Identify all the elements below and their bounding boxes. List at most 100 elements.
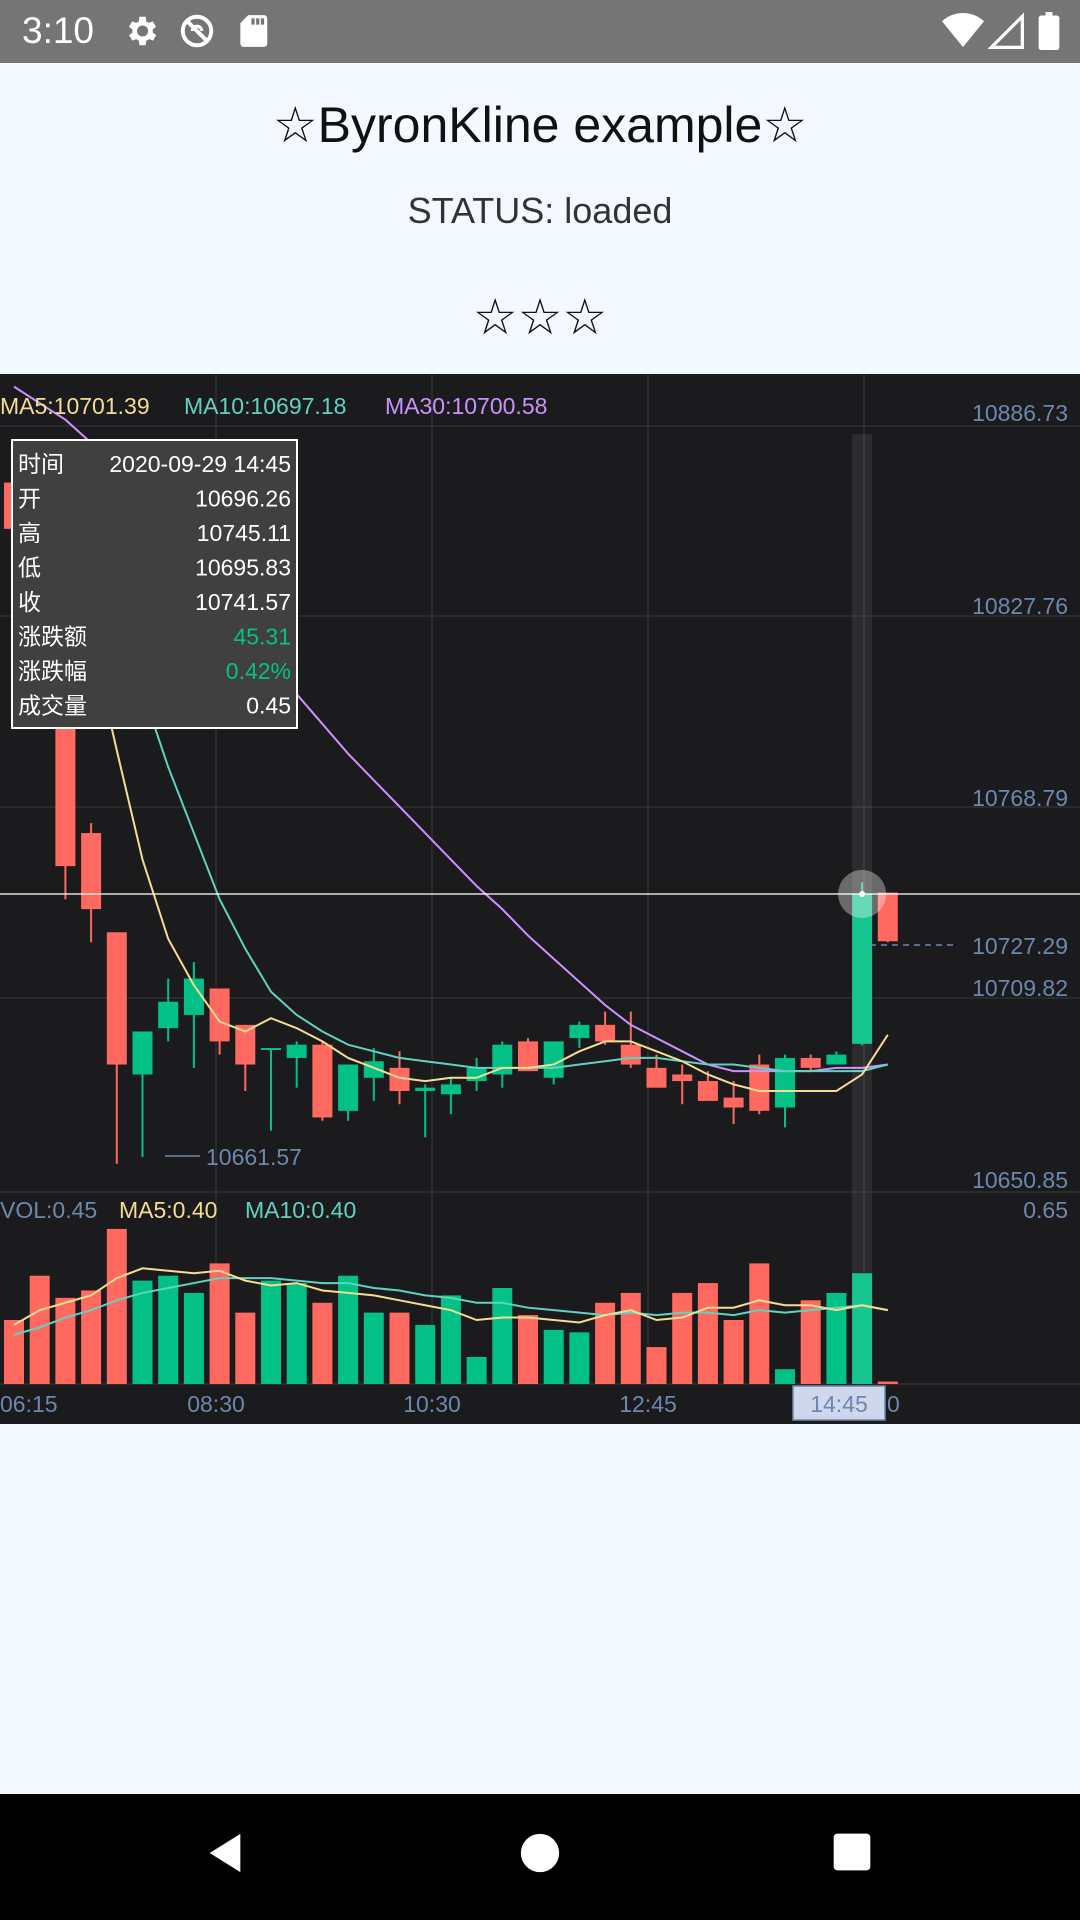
volume-bar <box>338 1275 359 1384</box>
ma5-label: MA5:10701.39 <box>0 393 150 419</box>
popup-row-label: 涨跌额 <box>18 625 87 651</box>
volume-bar <box>106 1228 127 1384</box>
candle-body <box>569 1024 590 1039</box>
popup-box <box>11 439 298 729</box>
popup-row-value: 2020-09-29 14:45 <box>109 451 291 477</box>
candle-body <box>800 1057 821 1068</box>
navigation-bar <box>0 1794 1080 1920</box>
x-axis-label: 06:15 <box>0 1391 58 1417</box>
candle-body <box>312 1044 333 1118</box>
kline-chart[interactable]: MA5:10701.39 MA10:10697.18 MA30:10700.58… <box>0 374 1080 1424</box>
candle-body <box>697 1081 718 1101</box>
signal-icon <box>988 12 1024 49</box>
x-axis-label: 12:45 <box>619 1391 677 1417</box>
volume-bar <box>312 1302 333 1384</box>
y-axis-label: 10827.76 <box>972 593 1068 619</box>
candle-body <box>106 932 127 1065</box>
candle-body <box>338 1064 359 1111</box>
volume-bar <box>415 1324 436 1384</box>
vol-ma5-line <box>13 1267 888 1326</box>
volume-bar <box>723 1320 744 1384</box>
volume-bar <box>543 1329 564 1384</box>
popup-row-label: 高 <box>18 521 41 547</box>
detail-popup: 时间 2020-09-29 14:45 开 10696.26 高 10745.11 低 106… <box>11 439 298 729</box>
volume-bar <box>672 1292 693 1384</box>
stars-button[interactable]: ☆☆☆ <box>472 289 608 345</box>
candle-body <box>672 1074 693 1082</box>
candle-body <box>415 1087 436 1091</box>
candle-body <box>646 1067 667 1088</box>
x-axis-label-partial: 0 <box>887 1391 900 1417</box>
volume-bar <box>826 1292 847 1384</box>
volume-bar <box>209 1263 230 1384</box>
candle-body <box>158 1001 179 1029</box>
candle-body <box>389 1067 410 1091</box>
x-axis-label: 10:30 <box>403 1391 461 1417</box>
volume-bar <box>158 1275 179 1384</box>
volume-bar <box>29 1275 50 1384</box>
popup-row-value: 10745.11 <box>197 520 291 546</box>
y-axis-label: 10650.85 <box>972 1167 1068 1193</box>
volume-bar <box>4 1320 24 1384</box>
back-icon[interactable] <box>202 1830 248 1876</box>
popup-row-value: 0.45 <box>246 693 291 719</box>
no-sync-icon <box>180 14 214 48</box>
volume-bar <box>286 1283 307 1384</box>
volume-bar <box>646 1347 667 1384</box>
volume-bar <box>235 1312 256 1384</box>
candle-body <box>852 894 873 1044</box>
candle-body <box>286 1044 307 1058</box>
y-axis-label: 10768.79 <box>972 785 1068 811</box>
popup-row-value: 10696.26 <box>195 486 291 512</box>
candle-body <box>518 1041 538 1072</box>
candle-body <box>877 892 898 942</box>
status-text: STATUS: loaded <box>407 190 673 231</box>
candle-body <box>183 978 204 1015</box>
popup-row-value: 10741.57 <box>195 589 291 615</box>
candle-body <box>620 1044 641 1065</box>
status-time: 3:10 <box>22 10 95 51</box>
crosshair-dot <box>859 891 866 898</box>
volume-bar <box>440 1295 461 1384</box>
y-axis-label: 10709.82 <box>972 975 1068 1001</box>
candle-body <box>723 1097 744 1108</box>
popup-row-value: 10695.83 <box>195 555 291 581</box>
kline-chart-canvas[interactable]: MA5:10701.39 MA10:10697.18 MA30:10700.58… <box>0 374 1080 1424</box>
recents-icon[interactable] <box>830 1830 874 1874</box>
volume-bar <box>261 1280 281 1384</box>
volume-bar <box>81 1290 102 1384</box>
volume-bar <box>389 1312 410 1384</box>
volume-bar <box>518 1315 538 1384</box>
popup-row-label: 低 <box>18 556 41 582</box>
wifi-icon <box>942 12 984 48</box>
volume-bar <box>55 1297 76 1384</box>
status-bar: 3:10 <box>0 0 1080 63</box>
popup-row-label: 成交量 <box>18 694 87 720</box>
candle-body <box>81 833 102 910</box>
volume-bar <box>877 1381 898 1384</box>
sd-card-icon <box>240 15 268 47</box>
min-price-label: 10661.57 <box>206 1144 302 1170</box>
ma10-line <box>13 442 889 1073</box>
volume-bar <box>620 1292 641 1384</box>
ma5-line <box>13 472 889 1092</box>
volume-bar <box>775 1369 795 1384</box>
current-price-label: 10727.29 <box>972 933 1068 959</box>
volume-bar <box>466 1356 487 1384</box>
candle-body <box>235 1024 256 1065</box>
battery-icon <box>1038 12 1060 50</box>
popup-row-value: 45.31 <box>233 624 291 650</box>
home-icon[interactable] <box>517 1830 563 1876</box>
candle-body <box>543 1041 564 1078</box>
volume-bar <box>749 1263 770 1384</box>
volume-bar <box>569 1332 590 1384</box>
volume-bars <box>4 1228 898 1384</box>
selected-time-label: 14:45 <box>810 1391 868 1417</box>
ma30-label: MA30:10700.58 <box>385 393 547 419</box>
candle-body <box>595 1024 616 1042</box>
y-axis-label: 10886.73 <box>972 400 1068 426</box>
candle-body <box>775 1057 795 1108</box>
x-axis-label: 08:30 <box>187 1391 245 1417</box>
candle-body <box>209 988 230 1042</box>
volume-bar <box>492 1288 513 1384</box>
